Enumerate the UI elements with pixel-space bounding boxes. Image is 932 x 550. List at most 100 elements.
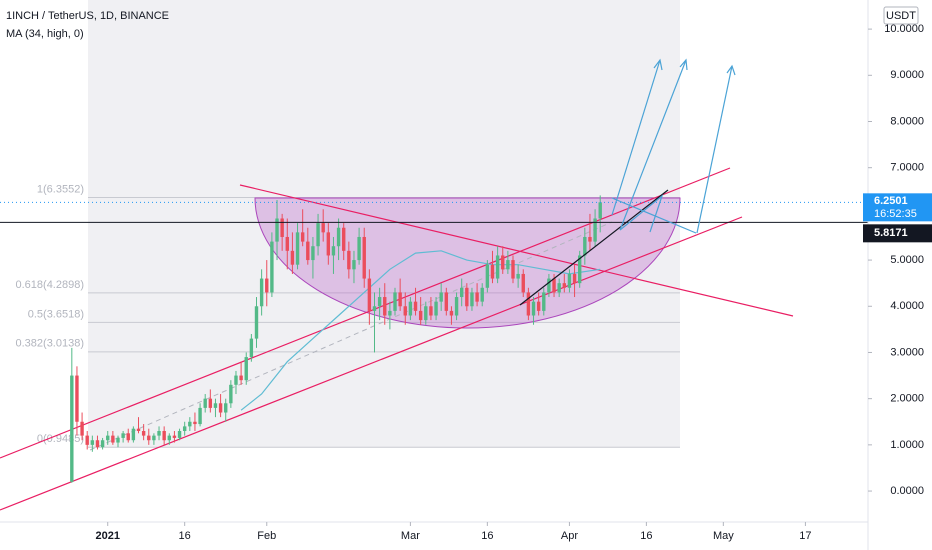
candle-body [111,435,115,443]
candle-body [506,260,510,270]
candle-body [418,310,423,321]
candle-body [383,297,387,316]
x-tick-label: 2021 [95,530,119,542]
candle-body [398,292,402,307]
candle-body [331,246,336,256]
fib-label: 0.618(4.2898) [16,279,85,291]
candle-body [495,255,500,279]
candle-body [372,306,377,311]
candle-body [213,403,218,408]
candle-body [70,375,74,482]
candle-body [188,421,192,427]
candle-body [285,236,289,251]
descending-line [239,184,794,317]
candle-body [300,232,305,242]
candle-body [475,292,479,302]
black-trend [519,189,669,306]
candle-body [336,227,341,247]
candle-body [290,250,295,265]
candle-body [588,236,592,242]
candle-body [95,440,100,448]
candle-body [413,301,418,311]
candle-body [203,398,207,408]
dashed-trend [89,221,613,451]
candle-body [295,232,300,265]
candle-body [280,218,284,237]
candle-body [80,421,84,436]
candle-body [147,435,151,441]
candle-body [116,437,120,443]
x-tick-label: 16 [179,530,191,542]
candle-body [367,278,372,311]
candle-body [516,273,520,279]
crosshair-badge [863,224,932,243]
candle-body [141,430,146,436]
candle-body [424,306,428,321]
y-tick-label: 4.0000 [890,300,924,312]
currency-box[interactable] [883,6,919,25]
candle-body [85,435,89,445]
arrow-head [653,58,663,71]
y-tick-label: 2.0000 [890,393,924,405]
candle-body [152,435,156,441]
crosshair-label: 5.8171 [874,227,908,239]
candle-body [244,357,248,381]
candle-body [326,232,331,256]
candle-body [234,375,238,385]
countdown-label: 16:52:35 [874,208,917,220]
candle-body [90,440,95,445]
candle-body [306,241,310,261]
candle-body [521,273,525,293]
candle-body [460,287,464,298]
candle-body [75,375,79,422]
zigzag [619,194,664,233]
candle-body [547,278,551,293]
candle-body [198,407,202,425]
candle-body [454,297,459,316]
arrows [611,58,736,234]
candle-body [316,223,320,247]
candle-body [342,227,346,251]
candle-body [106,435,110,441]
x-tick-label: Apr [561,530,578,542]
fib-label: 0.382(3.0138) [16,338,85,350]
candle-body [465,287,469,307]
candle-body [249,338,254,358]
candle-body [136,428,141,431]
candle-body [562,283,567,288]
last-price-badge [863,193,932,222]
candle-body [444,292,449,311]
candle-body [229,384,233,404]
candle-body [536,301,541,311]
x-tick-label: Feb [257,530,276,542]
candle-body [393,292,397,311]
x-tick-label: 17 [799,530,811,542]
candle-body [408,301,413,316]
candle-body [167,435,171,441]
candle-body [377,297,382,307]
arrow-head [679,58,688,71]
candle-body [100,440,105,448]
candle-body [434,301,438,316]
fib-label: 0.5(3.6518) [28,308,84,320]
candle-body [321,223,325,233]
candle-body [572,273,577,284]
y-tick-label: 5.0000 [890,254,924,266]
arrow [696,65,733,234]
fib-label: 1(6.3552) [37,183,84,195]
candle-body [593,218,597,242]
candle-body [208,398,213,408]
candle-body [126,433,130,441]
candle-body [598,202,602,219]
candle-body [577,255,582,284]
candle-body [224,403,228,413]
arrow [611,197,697,234]
x-tick-label: 16 [481,530,493,542]
candle-body [449,310,454,316]
candle-body [352,260,356,270]
candle-body [275,218,279,242]
y-tick-label: 9.0000 [890,69,924,81]
candle-body [480,287,484,302]
y-tick-label: 0.0000 [890,485,924,497]
